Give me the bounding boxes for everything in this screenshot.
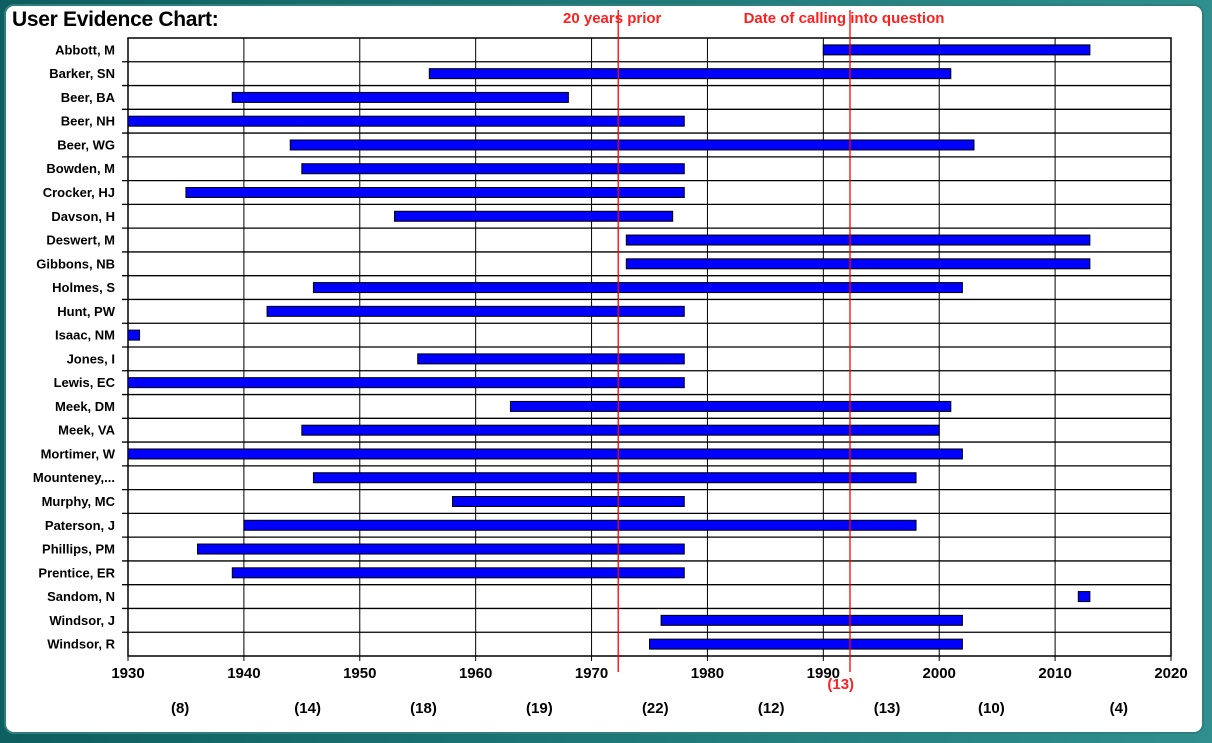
reference-lines: 20 years prior Date of calling into quest… — [563, 10, 944, 672]
row-label: Jones, I — [67, 351, 115, 366]
evidence-bar — [417, 353, 685, 365]
decade-count: (8) — [171, 700, 189, 717]
row-label: Murphy, MC — [42, 494, 116, 509]
decade-counts: (8) (14) (18) (19) (22) (12) (13) (10) (4) (13) — [171, 676, 1128, 717]
row-label: Meek, VA — [58, 423, 115, 438]
evidence-bar — [822, 44, 1091, 56]
evidence-bar — [625, 234, 1091, 246]
row-label: Holmes, S — [52, 280, 115, 295]
x-tick-label: 1970 — [575, 665, 608, 682]
reference-line-label: Date of calling into question — [744, 10, 945, 27]
row-label: Deswert, M — [46, 233, 115, 248]
row-label: Abbott, M — [55, 42, 115, 57]
decade-count: (19) — [526, 700, 553, 717]
x-tick-label: 2010 — [1038, 665, 1071, 682]
row-label: Sandom, N — [47, 589, 115, 604]
row-label: Mortimer, W — [41, 446, 116, 461]
x-tick-label: 1950 — [343, 665, 376, 682]
decade-count: (22) — [642, 700, 669, 717]
decade-count: (4) — [1110, 700, 1128, 717]
decade-count: (12) — [758, 700, 785, 717]
row-label: Paterson, J — [45, 518, 115, 533]
row-label: Barker, SN — [49, 66, 115, 81]
evidence-bar — [312, 282, 963, 294]
reference-line-label: 20 years prior — [563, 10, 662, 27]
evidence-bar — [301, 163, 685, 175]
evidence-bar — [231, 91, 569, 103]
row-label: Davson, H — [51, 209, 115, 224]
row-label: Beer, BA — [61, 90, 116, 105]
decade-count: (18) — [410, 700, 437, 717]
row-label: Isaac, NM — [55, 328, 115, 343]
evidence-bar — [301, 424, 940, 436]
row-label: Beer, WG — [57, 137, 115, 152]
x-axis: 1930 1940 1950 1960 1970 1980 1990 2000 2010 2020 — [111, 656, 1188, 682]
bar-layer — [127, 44, 1091, 650]
x-tick-label: 2000 — [923, 665, 956, 682]
evidence-bar — [127, 377, 685, 389]
row-label: Bowden, M — [46, 161, 115, 176]
x-tick-label: 1990 — [807, 665, 840, 682]
evidence-bar — [127, 329, 141, 341]
row-label: Meek, DM — [55, 399, 115, 414]
x-tick-label: 2020 — [1154, 665, 1187, 682]
evidence-bar — [649, 638, 963, 650]
evidence-bar — [289, 139, 975, 151]
row-label: Mounteney,... — [33, 470, 115, 485]
row-label: Hunt, PW — [57, 304, 115, 319]
x-tick-label: 1940 — [227, 665, 260, 682]
evidence-bar — [428, 68, 952, 80]
row-label: Windsor, R — [47, 637, 115, 652]
chart-title: User Evidence Chart: — [12, 8, 219, 31]
evidence-bar — [660, 614, 963, 626]
row-label: Beer, NH — [61, 114, 115, 129]
evidence-bar — [127, 448, 963, 460]
decade-count: (13) — [874, 700, 901, 717]
label-layer: Abbott, M Barker, SN Beer, BA Beer, NH Beer,… — [33, 42, 116, 651]
evidence-bar — [451, 496, 685, 507]
row-label: Gibbons, NB — [36, 256, 115, 271]
x-tick-label: 1930 — [111, 665, 144, 682]
evidence-bar — [394, 210, 674, 222]
decade-count: (14) — [294, 700, 321, 717]
x-tick-label: 1980 — [691, 665, 724, 682]
row-label: Prentice, ER — [38, 565, 115, 580]
evidence-bar — [509, 400, 952, 412]
decade-count: (10) — [978, 700, 1005, 717]
evidence-bar — [197, 543, 685, 555]
row-label: Phillips, PM — [42, 542, 115, 557]
evidence-bar — [231, 567, 685, 579]
row-label: Lewis, EC — [54, 375, 116, 390]
evidence-bar — [312, 472, 917, 484]
x-tick-label: 1960 — [459, 665, 492, 682]
overlap-count: (13) — [827, 676, 854, 693]
row-label: Windsor, J — [49, 613, 115, 628]
row-label: Crocker, HJ — [43, 185, 115, 200]
grid-layer — [122, 37, 1172, 657]
evidence-bar — [266, 305, 685, 317]
evidence-bar — [185, 187, 685, 198]
evidence-bar — [625, 258, 1091, 270]
evidence-bar — [127, 115, 685, 127]
evidence-bar — [243, 519, 917, 531]
evidence-bar — [1077, 591, 1091, 603]
